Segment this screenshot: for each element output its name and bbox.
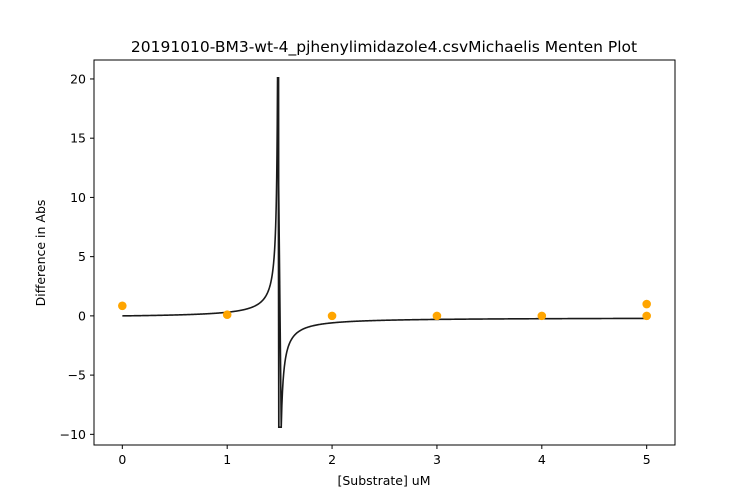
x-tick-label: 4 — [538, 452, 546, 467]
fit-curve-line — [122, 76, 647, 429]
data-point — [222, 310, 232, 319]
y-axis-label: Difference in Abs — [33, 200, 48, 307]
x-tick-label: 0 — [118, 452, 126, 467]
y-tick-label: 0 — [78, 308, 86, 323]
y-tick-label: −10 — [60, 427, 86, 442]
plot-frame — [93, 59, 676, 446]
fit-curve-layer — [122, 76, 647, 429]
y-tick-label: 5 — [78, 249, 86, 264]
data-point — [642, 299, 651, 309]
x-axis-label: [Substrate] uM — [337, 473, 430, 488]
data-point — [432, 311, 442, 321]
data-points-layer — [118, 299, 651, 321]
chart-title: 20191010-BM3-wt-4_pjhenylimidazole4.csvM… — [131, 38, 637, 57]
data-point — [118, 301, 127, 311]
x-axis-ticks: 0 1 2 3 4 5 — [118, 445, 651, 467]
x-tick-label: 3 — [433, 452, 441, 467]
y-axis-ticks: −10 −5 0 5 10 15 20 — [60, 71, 94, 442]
x-tick-label: 5 — [643, 452, 651, 467]
y-tick-label: 15 — [70, 131, 86, 146]
x-tick-label: 1 — [223, 452, 231, 467]
data-point — [537, 311, 547, 321]
data-point — [327, 311, 337, 321]
y-tick-label: 10 — [70, 190, 86, 205]
y-tick-label: −5 — [68, 368, 86, 383]
x-tick-label: 2 — [328, 452, 336, 467]
y-tick-label: 20 — [70, 71, 86, 86]
data-point — [642, 311, 651, 321]
